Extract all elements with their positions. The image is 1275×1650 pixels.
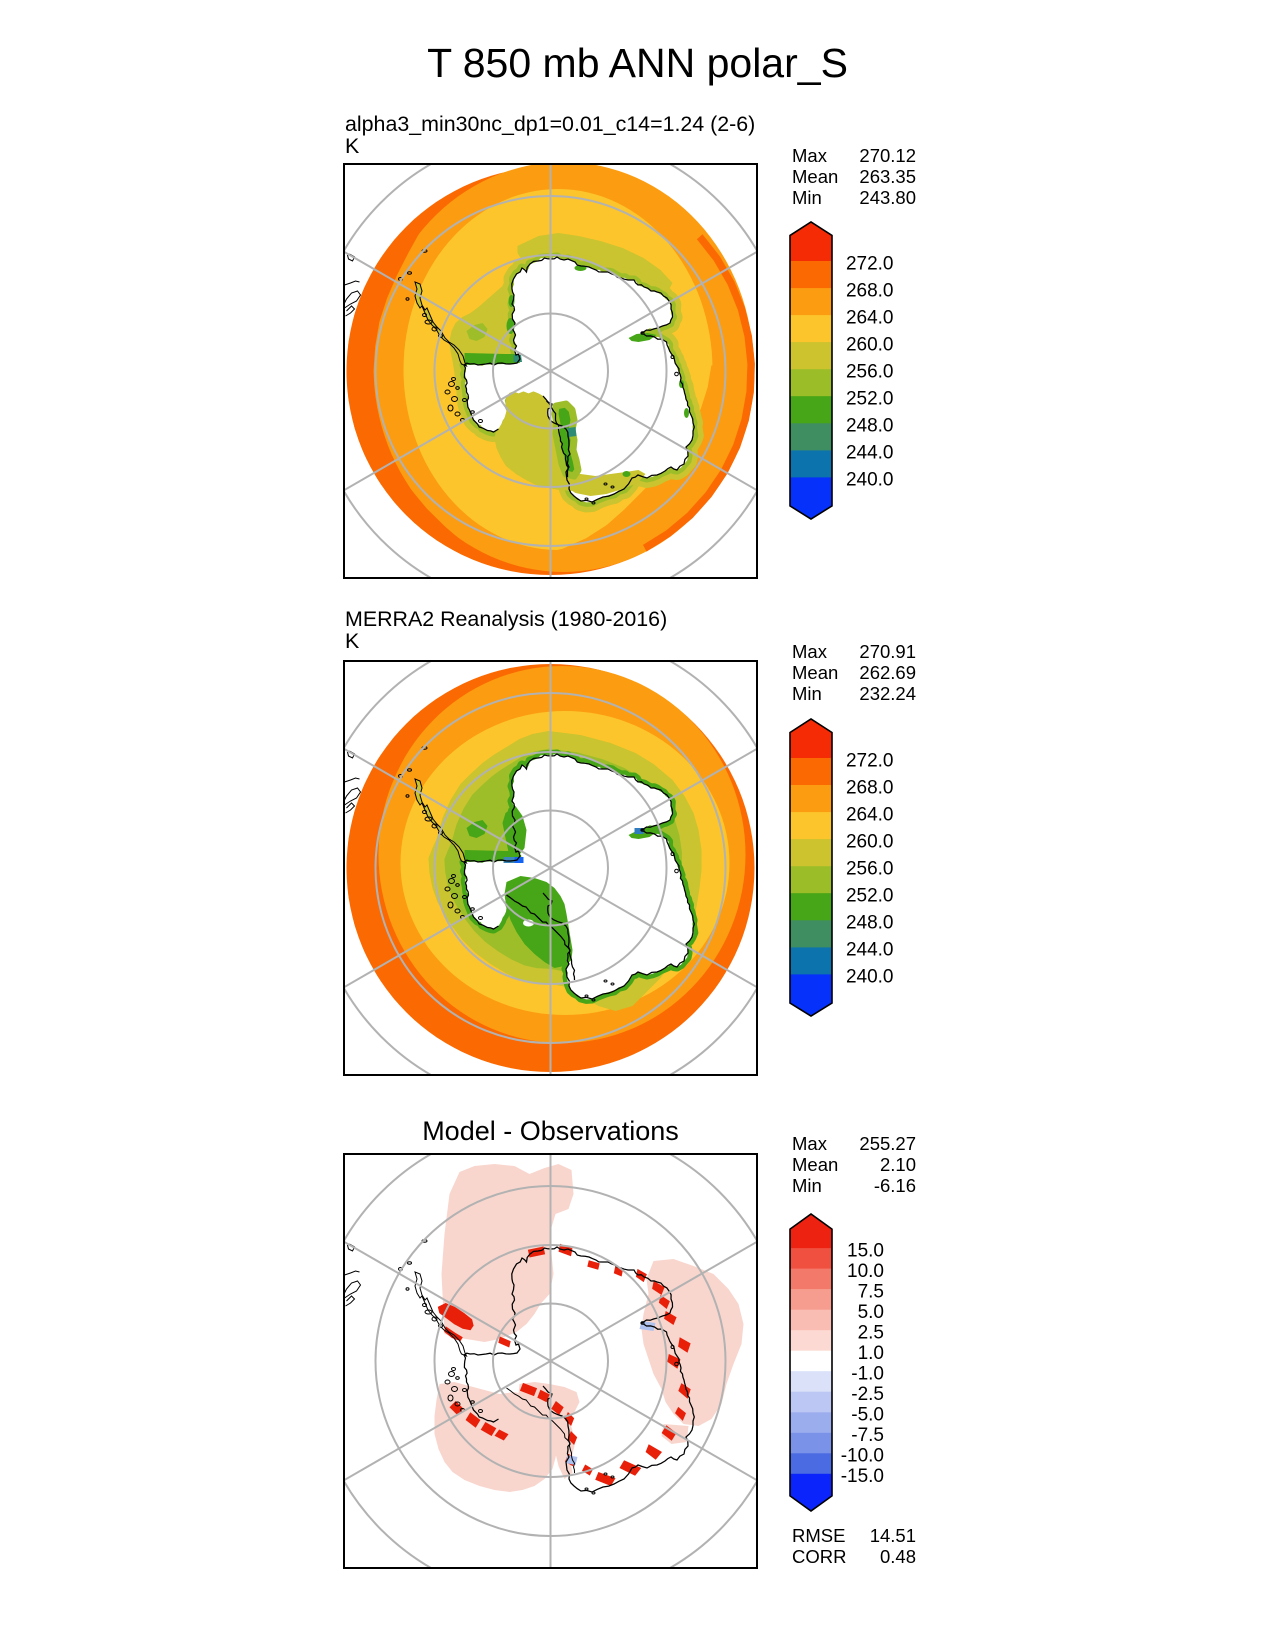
svg-text:268.0: 268.0 — [846, 280, 894, 301]
svg-text:5.0: 5.0 — [858, 1302, 884, 1323]
svg-text:7.5: 7.5 — [858, 1281, 884, 1302]
svg-text:15.0: 15.0 — [847, 1240, 884, 1261]
svg-text:1.0: 1.0 — [858, 1343, 884, 1364]
svg-text:-15.0: -15.0 — [841, 1466, 884, 1487]
svg-text:264.0: 264.0 — [846, 804, 894, 825]
svg-text:264.0: 264.0 — [846, 307, 894, 328]
svg-text:256.0: 256.0 — [846, 858, 894, 879]
svg-text:272.0: 272.0 — [846, 253, 894, 274]
svg-text:260.0: 260.0 — [846, 831, 894, 852]
svg-text:256.0: 256.0 — [846, 361, 894, 382]
svg-text:10.0: 10.0 — [847, 1261, 884, 1282]
svg-text:-5.0: -5.0 — [851, 1404, 884, 1425]
svg-text:268.0: 268.0 — [846, 777, 894, 798]
svg-text:248.0: 248.0 — [846, 912, 894, 933]
svg-text:248.0: 248.0 — [846, 415, 894, 436]
svg-text:272.0: 272.0 — [846, 750, 894, 771]
svg-text:-1.0: -1.0 — [851, 1363, 884, 1384]
svg-text:-7.5: -7.5 — [851, 1425, 884, 1446]
svg-text:240.0: 240.0 — [846, 469, 894, 490]
svg-text:2.5: 2.5 — [858, 1322, 884, 1343]
svg-text:-10.0: -10.0 — [841, 1445, 884, 1466]
svg-text:244.0: 244.0 — [846, 939, 894, 960]
svg-text:-2.5: -2.5 — [851, 1384, 884, 1405]
svg-text:244.0: 244.0 — [846, 442, 894, 463]
svg-text:240.0: 240.0 — [846, 966, 894, 987]
svg-text:260.0: 260.0 — [846, 334, 894, 355]
svg-text:252.0: 252.0 — [846, 885, 894, 906]
svg-text:252.0: 252.0 — [846, 388, 894, 409]
